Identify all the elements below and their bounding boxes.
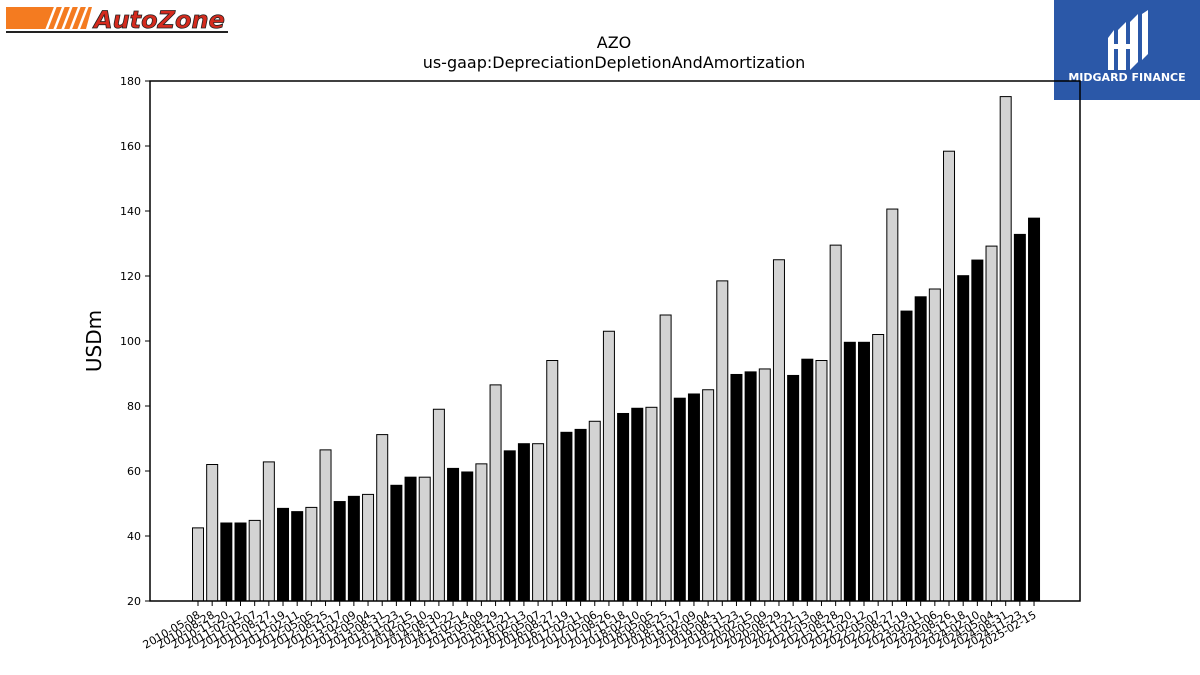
y-tick-label: 40 [127,530,141,543]
chart-subtitle: us-gaap:DepreciationDepletionAndAmortiza… [423,53,806,72]
chart-title: AZO [597,33,632,52]
bar-2016-11-19 [560,431,573,602]
midgard-logo-text: MIDGARD FINANCE [1068,71,1185,84]
bar-2022-05-07 [872,334,885,602]
bar-2018-08-25 [659,314,672,602]
midgard-finance-logo: MIDGARD FINANCE [1054,0,1200,100]
bar-2014-05-10 [418,476,431,602]
bar-2013-02-09 [347,495,360,602]
bar-2018-05-05 [645,406,658,602]
bar-2015-02-14 [461,471,474,602]
bar-2012-11-17 [333,501,346,602]
y-tick-label: 100 [120,335,141,348]
bar-2023-08-26 [943,150,956,602]
midgard-emblem-icon [1108,10,1148,70]
bar-2021-11-20 [843,341,856,602]
bar-2017-02-11 [574,428,587,602]
bar-series [192,96,1041,602]
bar-2014-08-30 [432,408,445,602]
bar-2017-11-18 [617,412,630,602]
bar-2010-08-28 [206,464,219,602]
bar-2021-08-28 [829,244,842,602]
bar-2022-08-27 [886,208,899,602]
y-tick-label: 180 [120,75,141,88]
bar-2013-11-23 [390,484,403,602]
y-tick-label: 160 [120,140,141,153]
bar-2024-11-23 [1013,233,1026,602]
bar-2016-05-07 [532,443,545,602]
bar-2012-02-11 [291,511,304,602]
bar-2021-02-13 [801,358,814,602]
bar-2015-05-09 [475,463,488,602]
bar-2011-08-27 [262,461,275,602]
autozone-logo-text: AutoZone [92,6,225,34]
bar-2023-05-06 [928,288,941,602]
y-tick-label: 20 [127,595,141,608]
bar-2011-02-12 [234,522,247,602]
bar-2017-08-26 [602,330,615,602]
midgard-logo-graphic: MIDGARD FINANCE [1068,10,1186,84]
bar-2021-05-08 [815,360,828,602]
bar-2013-08-31 [376,434,389,602]
bar-2020-08-29 [772,259,785,602]
bar-2019-11-23 [730,373,743,602]
bar-2015-11-21 [503,450,516,602]
bar-2019-08-31 [716,280,729,602]
bar-2014-02-15 [404,476,417,602]
bar-2022-11-19 [900,310,913,602]
y-axis-ticks: 20 40 60 80 100 120 140 160 180 [120,75,150,608]
bar-2023-02-11 [914,296,927,602]
bar-2015-08-29 [489,384,502,602]
bar-2012-08-25 [319,449,332,602]
bar-2010-05-08 [192,527,204,602]
bar-2024-02-10 [971,259,984,602]
y-tick-label: 60 [127,465,141,478]
bar-2017-05-06 [588,420,601,602]
bar-2011-11-19 [277,507,290,602]
bar-2024-08-31 [999,96,1012,602]
bar-2016-02-13 [517,443,530,602]
bar-2024-05-04 [985,245,998,602]
bar-2023-11-18 [957,275,970,602]
bar-2018-02-10 [631,407,644,602]
bar-2013-05-04 [362,493,375,602]
y-tick-label: 120 [120,270,141,283]
bar-2019-05-04 [702,389,715,602]
bar-2014-11-22 [447,467,460,602]
bar-2020-05-09 [758,368,771,602]
bar-2010-11-20 [220,522,233,602]
y-tick-label: 140 [120,205,141,218]
y-tick-label: 80 [127,400,141,413]
autozone-logo-graphic: AutoZone [6,4,228,34]
y-axis-label: USDm [82,310,106,372]
bar-2011-05-07 [248,519,261,602]
autozone-logo: AutoZone [6,4,234,35]
plot-frame [149,80,1081,602]
x-axis-ticks: 2010-05-082010-08-282010-11-202011-02-12… [141,601,1039,652]
bar-2020-11-21 [787,374,800,602]
bar-2016-08-27 [546,360,559,602]
bar-2025-02-15 [1028,217,1041,602]
bar-2012-05-05 [305,506,318,602]
bar-2020-02-15 [744,371,757,602]
bar-2022-02-12 [857,341,870,602]
bar-2018-11-17 [673,397,686,602]
bar-2019-02-09 [687,393,700,602]
